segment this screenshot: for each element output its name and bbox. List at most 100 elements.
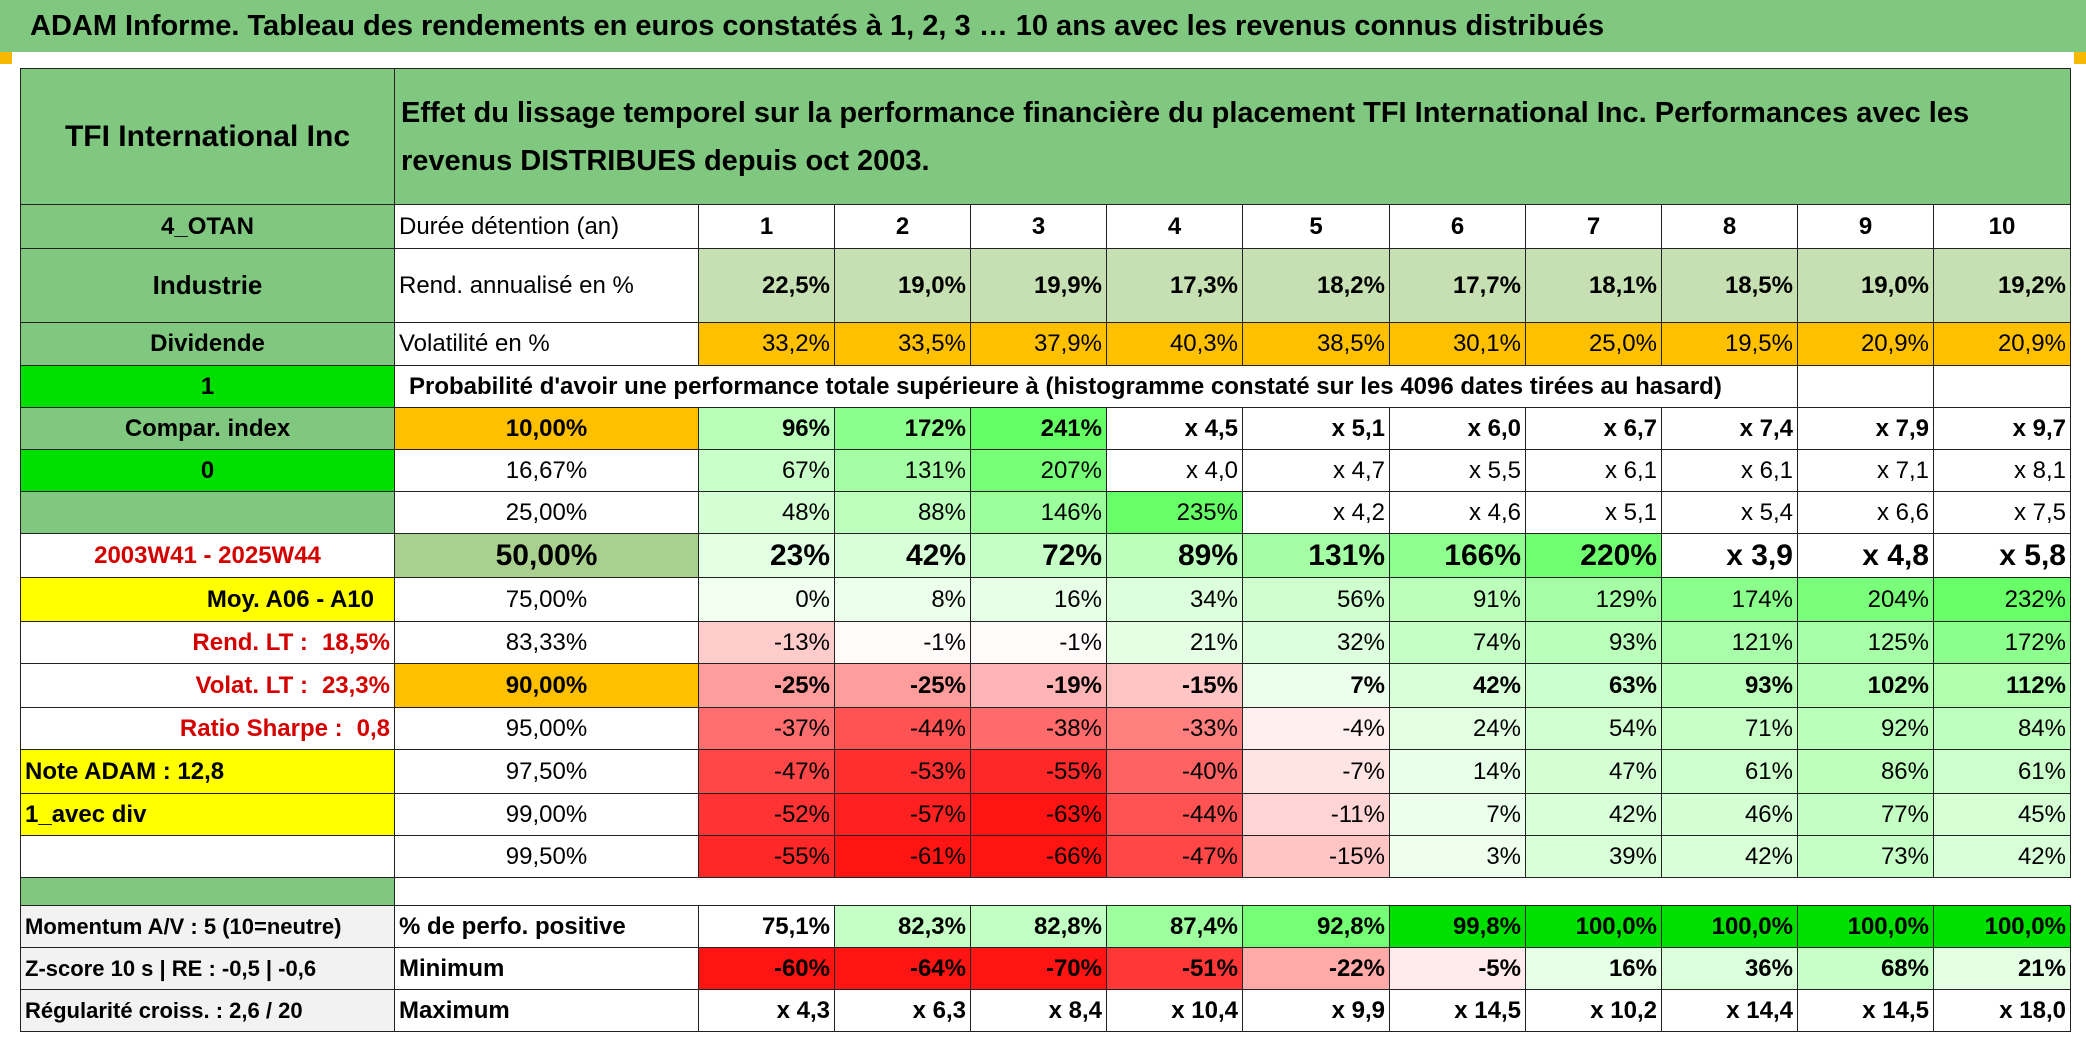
probability-value: 146% [970,491,1107,534]
volat-value: 37,9% [970,322,1107,366]
year-header: 6 [1389,204,1526,249]
probability-threshold: 97,50% [394,749,699,794]
probability-value: x 7,4 [1661,407,1798,450]
summary-value: 82,8% [970,905,1107,948]
volat-label: Volatilité en % [394,322,699,366]
probability-threshold: 83,33% [394,621,699,664]
probability-value: 174% [1661,577,1798,622]
probability-row: 99,50% -55% -61% -66% -47% -15% 3% 39% 42% 73% 42% [20,835,2071,878]
probability-value: -1% [834,621,971,664]
summary-value: 21% [1933,947,2071,990]
probability-value: x 9,7 [1933,407,2071,450]
probability-value: -47% [698,749,835,794]
probability-value: -15% [1242,835,1390,878]
probability-value: 84% [1933,707,2071,750]
summary-value: 36% [1661,947,1798,990]
rend-value: 18,2% [1242,248,1390,323]
probability-value: 204% [1797,577,1934,622]
summary-value: 82,3% [834,905,971,948]
probability-value: -37% [698,707,835,750]
probability-value: 47% [1525,749,1662,794]
probability-value: x 3,9 [1661,533,1798,578]
probability-value: x 5,4 [1661,491,1798,534]
probability-value: 77% [1797,793,1934,836]
probability-value: 39% [1525,835,1662,878]
probability-value: -13% [698,621,835,664]
compar-index-label: Compar. index [20,407,395,450]
rend-value: 22,5% [698,248,835,323]
probability-value: 61% [1661,749,1798,794]
probability-value: 21% [1106,621,1243,664]
sharpe-ratio: Ratio Sharpe : 0,8 [20,707,395,750]
probability-row: Moy. A06 - A10 75,00% 0% 8% 16% 34% 56% 91% 129%… [20,577,2071,622]
probability-value: 42% [1661,835,1798,878]
rend-value: 19,0% [1797,248,1934,323]
spacer-empty [395,878,2071,906]
volat-value: 33,2% [698,322,835,366]
rend-value: 18,5% [1661,248,1798,323]
summary-value: x 9,9 [1242,989,1390,1032]
probability-threshold: 75,00% [394,577,699,622]
rend-lt: Rend. LT : 18,5% [20,621,395,664]
probability-value: 207% [970,449,1107,492]
probability-value: x 7,5 [1933,491,2071,534]
summary-value: x 6,3 [834,989,971,1032]
probability-value: 172% [834,407,971,450]
probability-value: 16% [970,577,1107,622]
probability-value: 172% [1933,621,2071,664]
probability-value: -1% [970,621,1107,664]
probability-value: x 6,6 [1797,491,1934,534]
volat-value: 20,9% [1797,322,1934,366]
maximum-row: Régularité croiss. : 2,6 / 20 Maximum x 4,… [20,989,2071,1032]
summary-left-label: Z-score 10 s | RE : -0,5 | -0,6 [20,947,395,990]
volat-value: 25,0% [1525,322,1662,366]
probability-value: -15% [1106,663,1243,708]
probability-value: -7% [1242,749,1390,794]
probability-value: -57% [834,793,971,836]
summary-value: 100,0% [1933,905,2071,948]
probability-value: -55% [970,749,1107,794]
probability-value: 61% [1933,749,2071,794]
probability-value: x 5,5 [1389,449,1526,492]
probability-threshold: 95,00% [394,707,699,750]
probability-value: 14% [1389,749,1526,794]
duree-label: Durée détention (an) [394,204,699,249]
summary-value: 16% [1525,947,1662,990]
probability-value: 71% [1661,707,1798,750]
probability-value: 56% [1242,577,1390,622]
left-metric-value: 23,3% [321,671,390,699]
dividend-label: Dividende [20,322,395,366]
company-name: TFI International Inc [20,68,395,205]
probability-value: 131% [1242,533,1390,578]
left-metric-label: Volat. LT : [195,671,308,699]
probability-value: x 8,1 [1933,449,2071,492]
probability-value: -25% [834,663,971,708]
summary-value: 75,1% [698,905,835,948]
probability-value: -44% [834,707,971,750]
probability-row: Rend. LT :18,5% 83,33% -13% -1% -1% 21% 32% 74%… [20,621,2071,664]
probability-row: Compar. index 10,00% 96% 172% 241% x 4,5 x 5,1… [20,407,2071,450]
probability-value: 129% [1525,577,1662,622]
probability-value: x 7,1 [1797,449,1934,492]
summary-value: x 4,3 [698,989,835,1032]
probability-value: 86% [1797,749,1934,794]
summary-label: % de perfo. positive [394,905,699,948]
summary-left-label: Régularité croiss. : 2,6 / 20 [20,989,395,1032]
rend-value: 19,2% [1933,248,2071,323]
probability-value: 42% [1525,793,1662,836]
probability-value: -4% [1242,707,1390,750]
probability-row: 1_avec div 99,00% -52% -57% -63% -44% -11% 7% 42… [20,793,2071,836]
volat-value: 19,5% [1661,322,1798,366]
probability-value: 34% [1106,577,1243,622]
year-header: 7 [1525,204,1662,249]
probability-value: 54% [1525,707,1662,750]
year-header: 8 [1661,204,1798,249]
probability-value: 48% [698,491,835,534]
volat-value: 33,5% [834,322,971,366]
summary-value: -64% [834,947,971,990]
probability-value: 235% [1106,491,1243,534]
probability-value: x 5,1 [1242,407,1390,450]
year-header: 10 [1933,204,2071,249]
period-range: 2003W41 - 2025W44 [20,533,395,578]
flag-one: 1 [20,365,395,408]
